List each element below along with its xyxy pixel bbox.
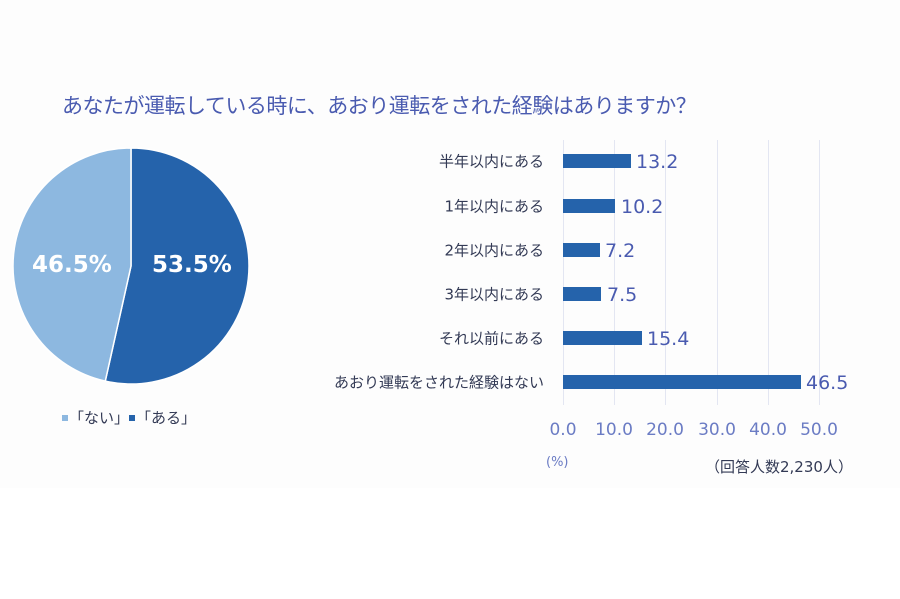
gridline xyxy=(614,140,615,405)
value-label: 10.2 xyxy=(621,196,664,218)
value-label: 15.4 xyxy=(647,328,690,350)
respondent-count-note: （回答人数2,230人） xyxy=(705,458,853,476)
bar xyxy=(563,287,602,301)
category-label: 1年以内にある xyxy=(444,197,544,216)
value-label: 13.2 xyxy=(636,151,679,173)
bar xyxy=(563,199,616,213)
value-label: 7.5 xyxy=(607,284,638,306)
pie-slice-nai xyxy=(12,147,132,383)
category-label: 2年以内にある xyxy=(444,241,544,260)
pie-legend: 「ない」 「ある」 xyxy=(62,407,196,428)
bar xyxy=(563,243,600,257)
x-tick-label: 10.0 xyxy=(595,420,633,440)
category-label: 半年以内にある xyxy=(438,152,544,171)
gridline xyxy=(717,140,718,405)
gridline xyxy=(768,140,769,405)
pie-label-aru: 53.5% xyxy=(152,252,232,278)
gridline xyxy=(563,140,564,405)
bar xyxy=(563,375,801,389)
bar-chart: 半年以内にある 13.2 1年以内にある 10.2 2年以内にある 7.2 3年… xyxy=(333,140,853,476)
gridline xyxy=(665,140,666,405)
value-label: 7.2 xyxy=(605,240,636,262)
x-tick-label: 20.0 xyxy=(646,420,684,440)
x-tick-label: 30.0 xyxy=(698,420,736,440)
x-tick-label: 40.0 xyxy=(749,420,787,440)
x-tick-label: 50.0 xyxy=(800,420,838,440)
chart-title: あなたが運転している時に、あおり運転をされた経験はありますか？ xyxy=(62,94,697,118)
legend-label-aru: 「ある」 xyxy=(136,409,197,427)
legend-swatch-dark-icon xyxy=(129,414,136,421)
gridline xyxy=(819,140,820,405)
value-label: 46.5 xyxy=(806,372,849,394)
bar xyxy=(563,154,631,168)
category-label: それ以前にある xyxy=(438,329,544,348)
pie-chart: 46.5% 53.5% xyxy=(12,147,250,385)
bar xyxy=(563,331,642,345)
x-tick-label: 0.0 xyxy=(549,420,577,440)
x-axis-unit: (%) xyxy=(546,455,569,470)
legend-item-aru: 「ある」 xyxy=(129,407,196,428)
legend-item-nai: 「ない」 xyxy=(62,407,129,428)
legend-label-nai: 「ない」 xyxy=(69,409,130,427)
pie-svg xyxy=(12,147,250,385)
legend-swatch-light-icon xyxy=(62,414,68,421)
pie-slice-aru xyxy=(104,147,250,385)
category-label: 3年以内にある xyxy=(444,285,544,304)
pie-label-nai: 46.5% xyxy=(32,252,112,278)
category-label: あおり運転をされた経験はない xyxy=(333,373,544,392)
